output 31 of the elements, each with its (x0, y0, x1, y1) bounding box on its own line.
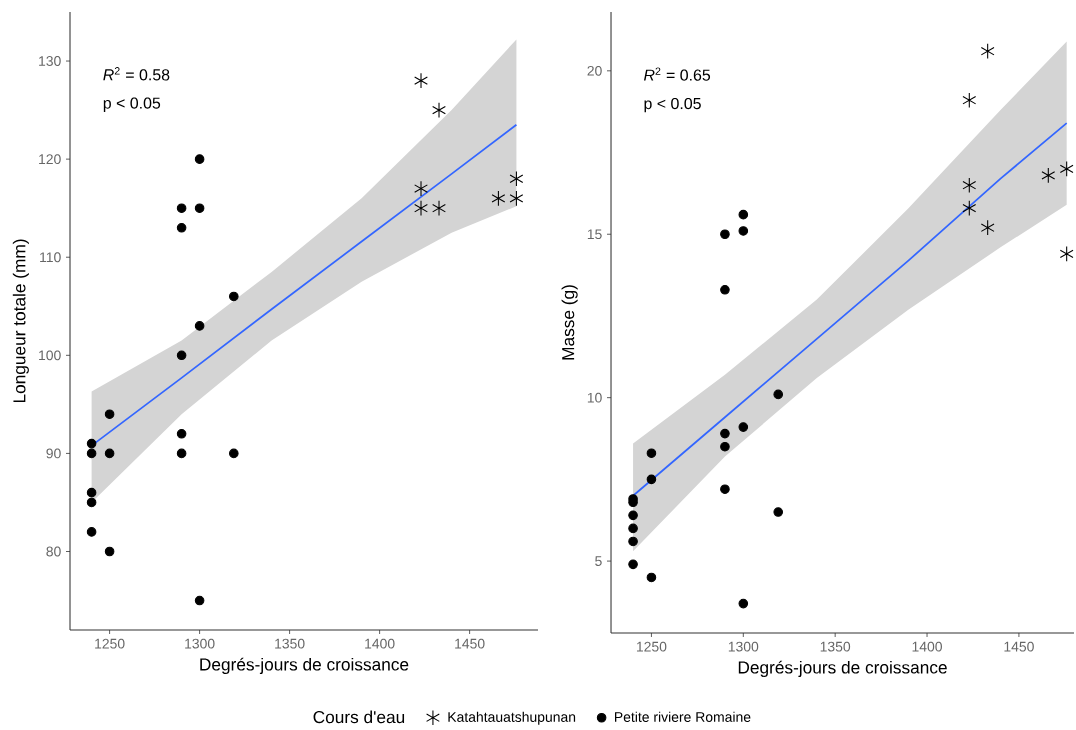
x-tick-label: 1450 (455, 638, 485, 649)
x-tick-label: 1350 (275, 638, 305, 649)
y-tick-label: 120 (39, 154, 61, 164)
x-tick-label: 1250 (636, 641, 667, 652)
x-tick-label: 1300 (185, 638, 215, 649)
y-tick-label: 10 (587, 392, 602, 403)
x-axis-title: Degrés-jours de croissance (738, 660, 947, 677)
y-tick-label: 15 (587, 229, 602, 239)
legend-label: Katahtauatshupunan (448, 711, 576, 725)
annotation: R$^{2}$ = 0.58 (103, 66, 170, 81)
x-tick-label: 1400 (912, 641, 942, 652)
legend-title: Cours d'eau (313, 710, 405, 724)
y-axis-title: Longueur totale (mm) (12, 239, 29, 402)
y-tick-label: 110 (40, 252, 61, 263)
x-tick-label: 1350 (820, 641, 851, 652)
y-tick-label: 130 (39, 55, 61, 66)
annotation: p < 0.05 (103, 97, 161, 112)
y-tick-label: 5 (595, 556, 602, 566)
x-tick-label: 1250 (95, 638, 125, 649)
y-tick-label: 20 (587, 65, 602, 76)
x-axis-title: Degrés-jours de croissance (200, 657, 409, 674)
x-tick-label: 1300 (728, 641, 759, 652)
x-tick-label: 1400 (365, 638, 395, 649)
annotation: p < 0.05 (644, 97, 701, 113)
legend-label: Petite riviere Romaine (615, 711, 751, 722)
y-tick-label: 90 (46, 448, 61, 459)
x-tick-label: 1450 (1004, 641, 1034, 652)
y-tick-label: 100 (39, 350, 61, 361)
annotation: R$^{2}$ = 0.65 (643, 67, 711, 81)
y-axis-title: Masse (g) (561, 285, 578, 360)
y-tick-label: 80 (46, 546, 61, 557)
